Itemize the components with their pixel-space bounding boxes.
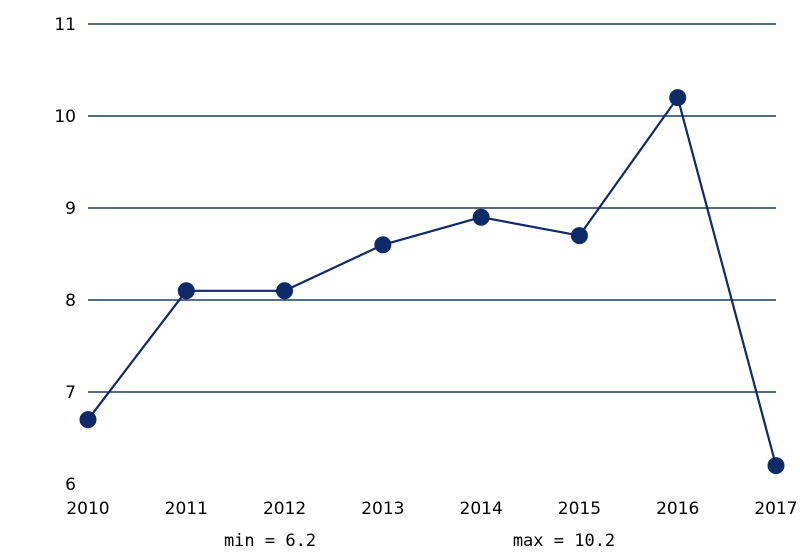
x-tick-label: 2012 (263, 499, 306, 519)
y-axis-ticks: 6 7 8 9 10 11 (54, 15, 76, 495)
x-tick-label: 2016 (656, 499, 699, 519)
x-tick-label: 2015 (558, 499, 601, 519)
data-point-2013 (374, 236, 392, 254)
data-point-2014 (472, 208, 490, 226)
series-line-0 (87, 96, 778, 466)
y-tick-label: 8 (65, 291, 76, 311)
data-point-2011 (177, 282, 195, 300)
gridlines (88, 23, 776, 393)
x-tick-label: 2011 (165, 499, 208, 519)
data-point-2012 (276, 282, 294, 300)
y-tick-label: 7 (65, 383, 76, 403)
y-tick-label: 11 (54, 15, 76, 35)
x-tick-label: 2017 (754, 499, 797, 519)
y-tick-label: 10 (54, 107, 76, 127)
x-axis-ticks: 2010 2011 2012 2013 2014 2015 2016 2017 (66, 499, 797, 519)
min-annotation: min = 6.2 (224, 531, 316, 551)
x-tick-label: 2014 (460, 499, 503, 519)
data-point-2017 (767, 457, 785, 475)
y-tick-label: 6 (65, 475, 76, 495)
max-annotation: max = 10.2 (513, 531, 615, 551)
x-tick-label: 2010 (66, 499, 109, 519)
data-point-2015 (570, 227, 588, 245)
data-points (79, 89, 785, 475)
data-point-2010 (79, 411, 97, 429)
x-tick-label: 2013 (361, 499, 404, 519)
y-tick-label: 9 (65, 199, 76, 219)
series-line (87, 96, 778, 466)
data-point-2016 (669, 89, 687, 107)
